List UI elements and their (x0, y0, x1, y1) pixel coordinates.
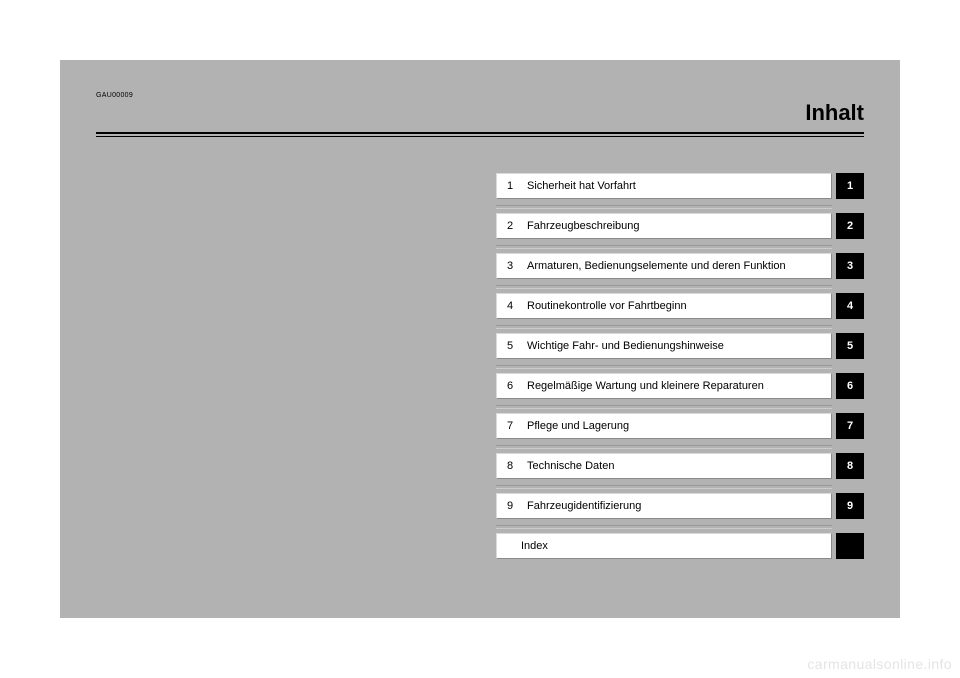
toc-item-number: 6 (507, 380, 521, 392)
toc-tab[interactable]: 4 (836, 293, 864, 319)
toc-row: 1 Sicherheit hat Vorfahrt 1 (496, 173, 864, 199)
toc-row: 5 Wichtige Fahr- und Bedienungshinweise … (496, 333, 864, 359)
toc-tab[interactable]: 2 (836, 213, 864, 239)
toc-tab[interactable]: 6 (836, 373, 864, 399)
toc-tab[interactable]: 1 (836, 173, 864, 199)
toc-tab[interactable]: 5 (836, 333, 864, 359)
toc-item[interactable]: 4 Routinekontrolle vor Fahrtbeginn (496, 293, 832, 319)
toc-item-number: 9 (507, 500, 521, 512)
manual-page: GAU00009 Inhalt 1 Sicherheit hat Vorfahr… (60, 60, 900, 618)
toc-separator (496, 205, 864, 209)
page-header: GAU00009 Inhalt (96, 92, 864, 136)
toc-item-label: Fahrzeugidentifizierung (527, 500, 641, 512)
toc-separator (496, 525, 864, 529)
toc-tab[interactable]: 8 (836, 453, 864, 479)
toc-item-label: Wichtige Fahr- und Bedienungshinweise (527, 340, 724, 352)
toc-row: 4 Routinekontrolle vor Fahrtbeginn 4 (496, 293, 864, 319)
toc-block: 1 Sicherheit hat Vorfahrt 1 2 Fahrzeugbe… (496, 173, 864, 565)
toc-item-number: 3 (507, 260, 521, 272)
toc-row: 9 Fahrzeugidentifizierung 9 (496, 493, 864, 519)
toc-item-number: 7 (507, 420, 521, 432)
toc-row: 3 Armaturen, Bedienungselemente und dere… (496, 253, 864, 279)
toc-separator (496, 365, 864, 369)
toc-item-label: Fahrzeugbeschreibung (527, 220, 640, 232)
toc-item-number: 8 (507, 460, 521, 472)
toc-tab[interactable]: 7 (836, 413, 864, 439)
toc-item-number: 5 (507, 340, 521, 352)
toc-row: Index (496, 533, 864, 559)
toc-separator (496, 405, 864, 409)
toc-tab[interactable] (836, 533, 864, 559)
header-rule (96, 132, 864, 134)
toc-item-number: 1 (507, 180, 521, 192)
toc-item[interactable]: 9 Fahrzeugidentifizierung (496, 493, 832, 519)
toc-item-number: 2 (507, 220, 521, 232)
toc-item[interactable]: 3 Armaturen, Bedienungselemente und dere… (496, 253, 832, 279)
toc-item[interactable]: 1 Sicherheit hat Vorfahrt (496, 173, 832, 199)
toc-item[interactable]: 8 Technische Daten (496, 453, 832, 479)
toc-item-label: Index (521, 540, 548, 552)
toc-item-number: 4 (507, 300, 521, 312)
toc-tab[interactable]: 9 (836, 493, 864, 519)
watermark: carmanualsonline.info (807, 656, 952, 672)
toc-item[interactable]: 2 Fahrzeugbeschreibung (496, 213, 832, 239)
toc-item-label: Sicherheit hat Vorfahrt (527, 180, 636, 192)
toc-separator (496, 325, 864, 329)
toc-item[interactable]: 7 Pflege und Lagerung (496, 413, 832, 439)
toc-item-label: Armaturen, Bedienungselemente und deren … (527, 260, 786, 272)
toc-item-label: Regelmäßige Wartung und kleinere Reparat… (527, 380, 764, 392)
toc-separator (496, 245, 864, 249)
toc-separator (496, 285, 864, 289)
toc-item-label: Pflege und Lagerung (527, 420, 629, 432)
toc-row: 6 Regelmäßige Wartung und kleinere Repar… (496, 373, 864, 399)
page-title: Inhalt (805, 100, 864, 126)
toc-separator (496, 485, 864, 489)
toc-row: 2 Fahrzeugbeschreibung 2 (496, 213, 864, 239)
toc-separator (496, 445, 864, 449)
toc-item[interactable]: Index (496, 533, 832, 559)
toc-item[interactable]: 5 Wichtige Fahr- und Bedienungshinweise (496, 333, 832, 359)
toc-tab[interactable]: 3 (836, 253, 864, 279)
toc-row: 7 Pflege und Lagerung 7 (496, 413, 864, 439)
toc-item-label: Technische Daten (527, 460, 614, 472)
reference-code: GAU00009 (96, 92, 133, 99)
toc-row: 8 Technische Daten 8 (496, 453, 864, 479)
toc-item-label: Routinekontrolle vor Fahrtbeginn (527, 300, 687, 312)
toc-item[interactable]: 6 Regelmäßige Wartung und kleinere Repar… (496, 373, 832, 399)
